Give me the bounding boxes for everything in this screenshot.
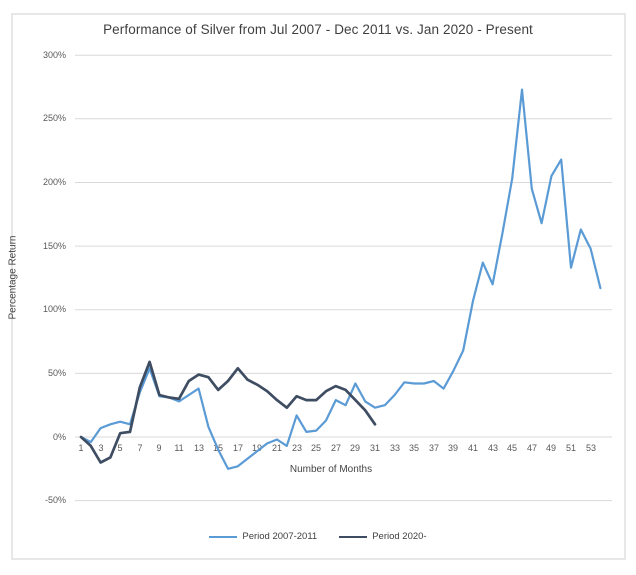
x-tick-label: 51	[565, 443, 576, 453]
x-tick-label: 7	[137, 443, 143, 453]
x-axis-title: Number of Months	[289, 464, 373, 475]
x-tick-label: 5	[117, 443, 123, 453]
x-tick-label: 25	[310, 443, 321, 453]
chart-title: Performance of Silver from Jul 2007 - De…	[103, 22, 533, 37]
chart-legend: Period 2007-2011 Period 2020-	[0, 531, 636, 542]
legend-line-swatch-blue	[209, 535, 238, 538]
x-tick-label: 11	[174, 443, 184, 453]
y-tick-label: 0%	[52, 432, 66, 442]
x-tick-label: 1	[78, 443, 84, 453]
y-tick-label: 50%	[47, 368, 66, 378]
legend-label: Period 2007-2011	[242, 531, 318, 542]
x-tick-label: 33	[389, 443, 400, 453]
chart-frame	[11, 13, 626, 560]
x-tick-label: 49	[545, 443, 556, 453]
x-tick-label: 37	[428, 443, 439, 453]
y-axis-title: Percentage Return	[7, 235, 19, 320]
x-tick-label: 15	[212, 443, 223, 453]
x-tick-label: 45	[506, 443, 517, 453]
x-tick-label: 35	[408, 443, 419, 453]
x-tick-label: 19	[251, 443, 262, 453]
legend-item-period-2020: Period 2020-	[339, 531, 427, 542]
y-tick-label: 100%	[42, 304, 66, 314]
x-tick-label: 43	[487, 443, 498, 453]
x-tick-label: 31	[369, 443, 380, 453]
x-tick-label: 27	[330, 443, 341, 453]
x-tick-label: 39	[447, 443, 458, 453]
x-tick-label: 41	[467, 443, 478, 453]
legend-item-period-2007-2011: Period 2007-2011	[209, 531, 317, 542]
x-tick-label: 9	[156, 443, 162, 453]
y-tick-label: -50%	[44, 495, 66, 505]
x-tick-label: 53	[585, 443, 596, 453]
x-tick-label: 17	[232, 443, 243, 453]
x-tick-label: 23	[291, 443, 302, 453]
x-tick-label: 13	[193, 443, 204, 453]
x-tick-label: 3	[98, 443, 104, 453]
x-tick-label: 29	[349, 443, 360, 453]
y-tick-label: 200%	[42, 177, 66, 187]
x-tick-label: 21	[271, 443, 282, 453]
x-tick-label: 47	[526, 443, 537, 453]
y-tick-label: 250%	[42, 113, 66, 123]
y-tick-label: 300%	[42, 50, 66, 60]
legend-line-swatch-navy	[339, 535, 368, 538]
legend-label: Period 2020-	[372, 531, 427, 542]
y-tick-label: 150%	[42, 241, 66, 251]
